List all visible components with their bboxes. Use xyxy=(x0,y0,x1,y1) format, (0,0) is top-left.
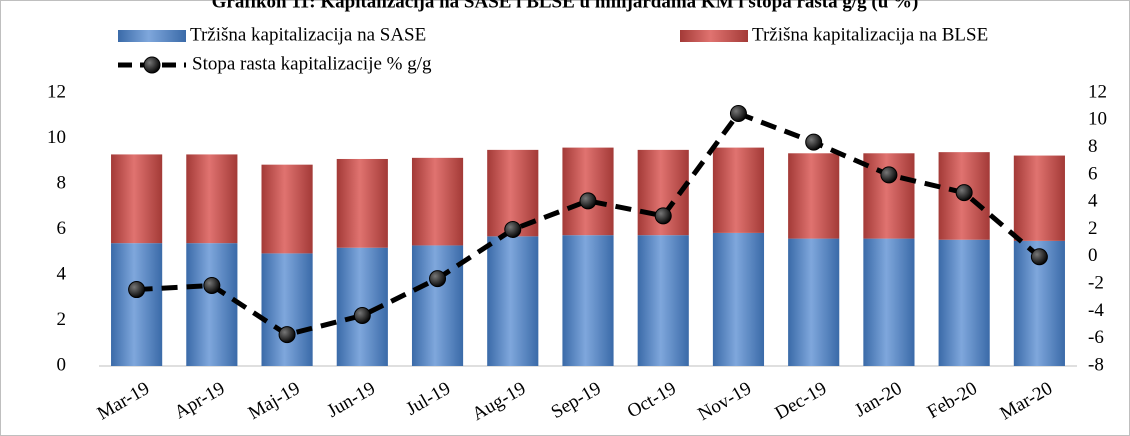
bar xyxy=(336,158,388,248)
bar xyxy=(411,157,464,246)
bar xyxy=(938,239,990,366)
line-marker xyxy=(278,326,296,344)
bar xyxy=(261,164,313,254)
bar xyxy=(863,238,915,366)
bar xyxy=(261,253,313,366)
bar xyxy=(1013,155,1065,241)
y2-tick-label: 6 xyxy=(1088,163,1098,184)
y-tick-label: 0 xyxy=(57,354,67,375)
y2-tick-label: -6 xyxy=(1088,327,1104,348)
y-tick-label: 4 xyxy=(57,263,67,284)
line-marker xyxy=(805,133,823,151)
bar xyxy=(863,153,915,239)
legend-marker xyxy=(143,56,161,74)
legend-label: Tržišna kapitalizacija na SASE xyxy=(190,24,426,45)
line-marker xyxy=(579,192,597,210)
bar xyxy=(712,147,765,233)
bar xyxy=(186,154,238,244)
bar xyxy=(712,232,765,366)
bar xyxy=(637,235,689,366)
line-marker xyxy=(654,207,672,225)
y-tick-label: 10 xyxy=(47,127,66,148)
line-marker xyxy=(880,166,898,184)
bar xyxy=(487,236,539,366)
y-tick-label: 8 xyxy=(57,172,67,193)
y2-tick-label: 4 xyxy=(1088,191,1098,212)
line-marker xyxy=(429,270,447,288)
bar xyxy=(562,235,614,366)
line-marker xyxy=(353,306,371,324)
chart-title: Grafikon 11: Kapitalizacija na SASE i BL… xyxy=(212,0,919,12)
y2-tick-label: 10 xyxy=(1088,109,1107,130)
bar xyxy=(111,243,163,366)
legend-label: Stopa rasta kapitalizacije % g/g xyxy=(192,53,432,74)
bar xyxy=(788,238,840,366)
bar xyxy=(186,243,238,366)
bar xyxy=(788,153,840,239)
bar xyxy=(411,245,464,366)
line-marker xyxy=(1030,248,1048,266)
bar xyxy=(562,147,614,236)
line-marker xyxy=(729,104,747,122)
line-marker xyxy=(128,281,146,299)
y2-tick-label: -2 xyxy=(1088,272,1104,293)
legend-label: Tržišna kapitalizacija na BLSE xyxy=(752,24,988,45)
y2-tick-label: 0 xyxy=(1088,245,1098,266)
line-marker xyxy=(955,184,973,202)
line-marker xyxy=(203,276,221,294)
y-tick-label: 12 xyxy=(47,81,66,102)
y2-tick-label: -4 xyxy=(1088,300,1104,321)
y-tick-label: 2 xyxy=(57,309,67,330)
legend-swatch xyxy=(680,30,748,42)
y2-tick-label: 12 xyxy=(1088,81,1107,102)
y-tick-label: 6 xyxy=(57,218,67,239)
line-marker xyxy=(504,221,522,238)
y2-tick-label: 2 xyxy=(1088,218,1098,239)
legend-swatch xyxy=(118,30,186,42)
y2-tick-label: 8 xyxy=(1088,136,1098,157)
y2-tick-label: -8 xyxy=(1088,354,1104,375)
bar xyxy=(111,154,163,244)
